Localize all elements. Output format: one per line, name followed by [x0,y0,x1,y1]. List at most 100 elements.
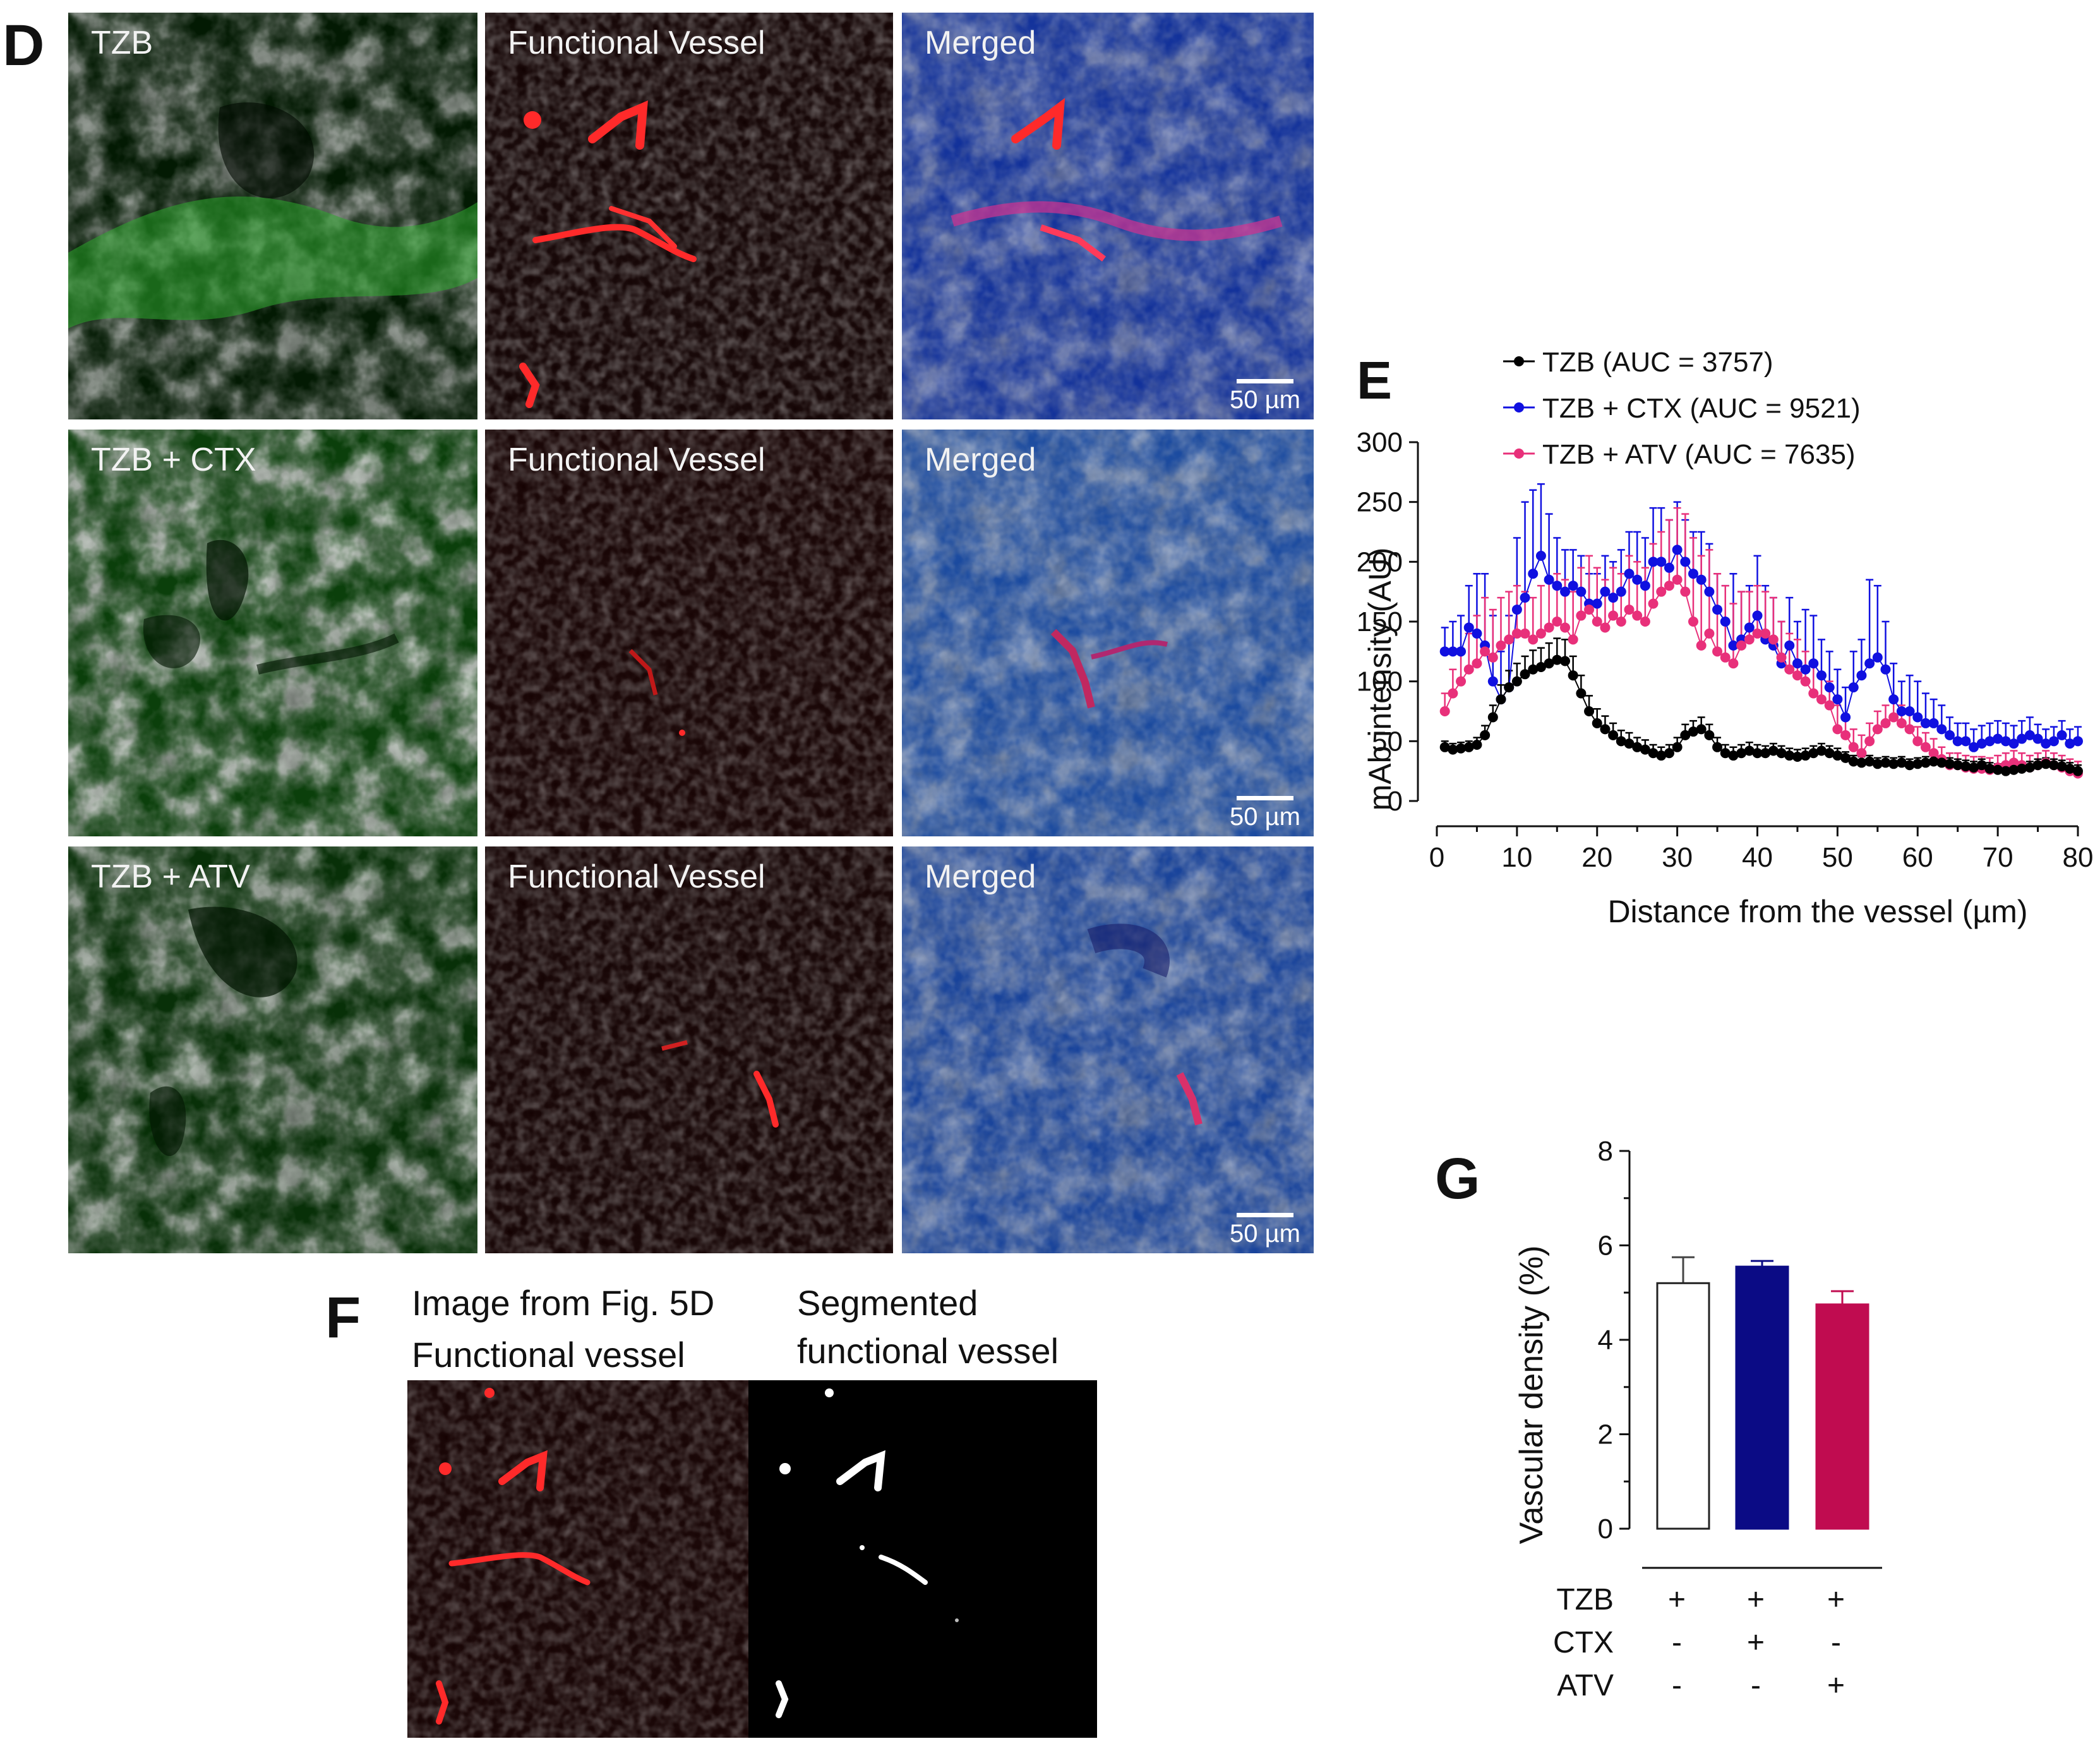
micrograph-label-group: TZB + CTX [91,442,256,478]
data-point [1824,682,1835,693]
data-point [1856,670,1867,681]
data-point [1824,700,1835,711]
data-point [1848,756,1859,767]
bar [1735,1265,1789,1530]
data-point [1824,748,1835,759]
data-point [1664,562,1674,573]
data-point [1984,736,1995,747]
chart-e-legend: TZB (AUC = 3757) TZB + CTX (AUC = 9521) … [1503,347,1861,470]
data-point [1896,706,1907,716]
data-point [1448,646,1458,657]
data-point [1576,688,1587,699]
data-point [2065,763,2075,774]
data-point [1511,676,1522,687]
data-point [1648,748,1659,759]
data-point [1704,730,1715,740]
data-point [1624,605,1635,615]
y-tick-label: 4 [1598,1325,1613,1356]
legend-item-tzb-ctx: TZB + CTX (AUC = 9521) [1503,393,1861,424]
data-point [1912,736,1923,747]
scale-bar-label: 50 µm [1230,1220,1300,1248]
data-point [1608,593,1619,603]
data-point [1888,759,1899,769]
data-point [1608,610,1619,621]
data-point [1472,658,1482,669]
micrograph-tzb-merged: Merged 50 µm [902,13,1314,419]
data-point [1712,646,1723,657]
micrograph-tzb-ctx-merged: Merged 50 µm [902,430,1314,836]
data-point [1696,574,1707,585]
data-point [1768,634,1779,645]
data-point [1736,640,1747,651]
panel-f-left-title-2: Functional vessel [412,1335,685,1375]
condition-label: TZB [1556,1583,1614,1617]
data-point [1993,764,2003,775]
data-point [1744,634,1755,645]
condition-label: ATV [1557,1669,1614,1702]
data-point [1928,748,1939,759]
data-point [1928,718,1939,728]
micrograph-tzb-atv-red: Functional Vessel [485,846,893,1253]
data-point [1496,694,1506,705]
micrograph-tzb-green: TZB [68,13,477,419]
data-point [1656,750,1667,761]
data-point [1463,622,1474,633]
data-point [1912,759,1923,769]
data-point [1472,740,1482,750]
data-point [1448,744,1458,755]
data-point [1888,712,1899,723]
data-point [1480,646,1491,657]
data-point [1752,610,1763,621]
y-tick-label: 0 [1598,1514,1613,1544]
data-point [1704,586,1715,597]
data-point [1680,586,1691,597]
y-tick-label: 300 [1357,427,1403,458]
panel-f-segmented-vessel-image [748,1380,1097,1738]
data-point [1672,545,1683,555]
data-point [2024,762,2035,773]
data-point [1656,557,1667,567]
data-point [1439,646,1450,657]
data-point [1616,586,1626,597]
micrograph-label-vessel: Functional Vessel [508,442,765,478]
data-point [1552,654,1563,665]
data-point [1912,712,1923,723]
data-point [1704,628,1715,639]
x-tick-label: 70 [1983,842,2013,873]
x-tick-label: 30 [1662,842,1693,873]
chart-g-axes: 0 2 4 6 8 [1598,1136,1631,1544]
data-point [2008,764,2019,775]
data-point [1984,763,1995,774]
x-tick-label: 40 [1742,842,1773,873]
data-point [1848,682,1859,693]
data-point [1487,712,1498,723]
data-point [1535,661,1546,672]
data-point [1760,748,1771,759]
scale-bar: 50 µm [1224,1213,1306,1248]
data-point [2041,738,2051,749]
y-tick-label: 100 [1357,666,1403,697]
x-tick-label: 50 [1822,842,1853,873]
data-point [1640,581,1650,591]
data-point [1656,586,1667,597]
data-point [1792,670,1803,681]
data-point [1648,557,1659,567]
x-tick-label: 10 [1501,842,1532,873]
y-tick-label: 150 [1357,606,1403,637]
data-point [1776,652,1787,663]
data-point [1880,757,1891,768]
data-point [1904,706,1915,716]
data-point [1928,756,1939,767]
data-point [1496,640,1506,651]
micrograph-tzb-ctx-red: Functional Vessel [485,430,893,836]
data-point [1472,628,1482,639]
data-point [2041,759,2051,769]
data-point [1800,664,1811,675]
data-point [1616,736,1626,747]
data-point [1840,752,1851,763]
panel-letter-g: G [1435,1147,1480,1211]
data-point [1840,730,1851,740]
data-point [1560,656,1570,666]
data-point [1808,658,1819,669]
scale-bar-label: 50 µm [1230,803,1300,831]
